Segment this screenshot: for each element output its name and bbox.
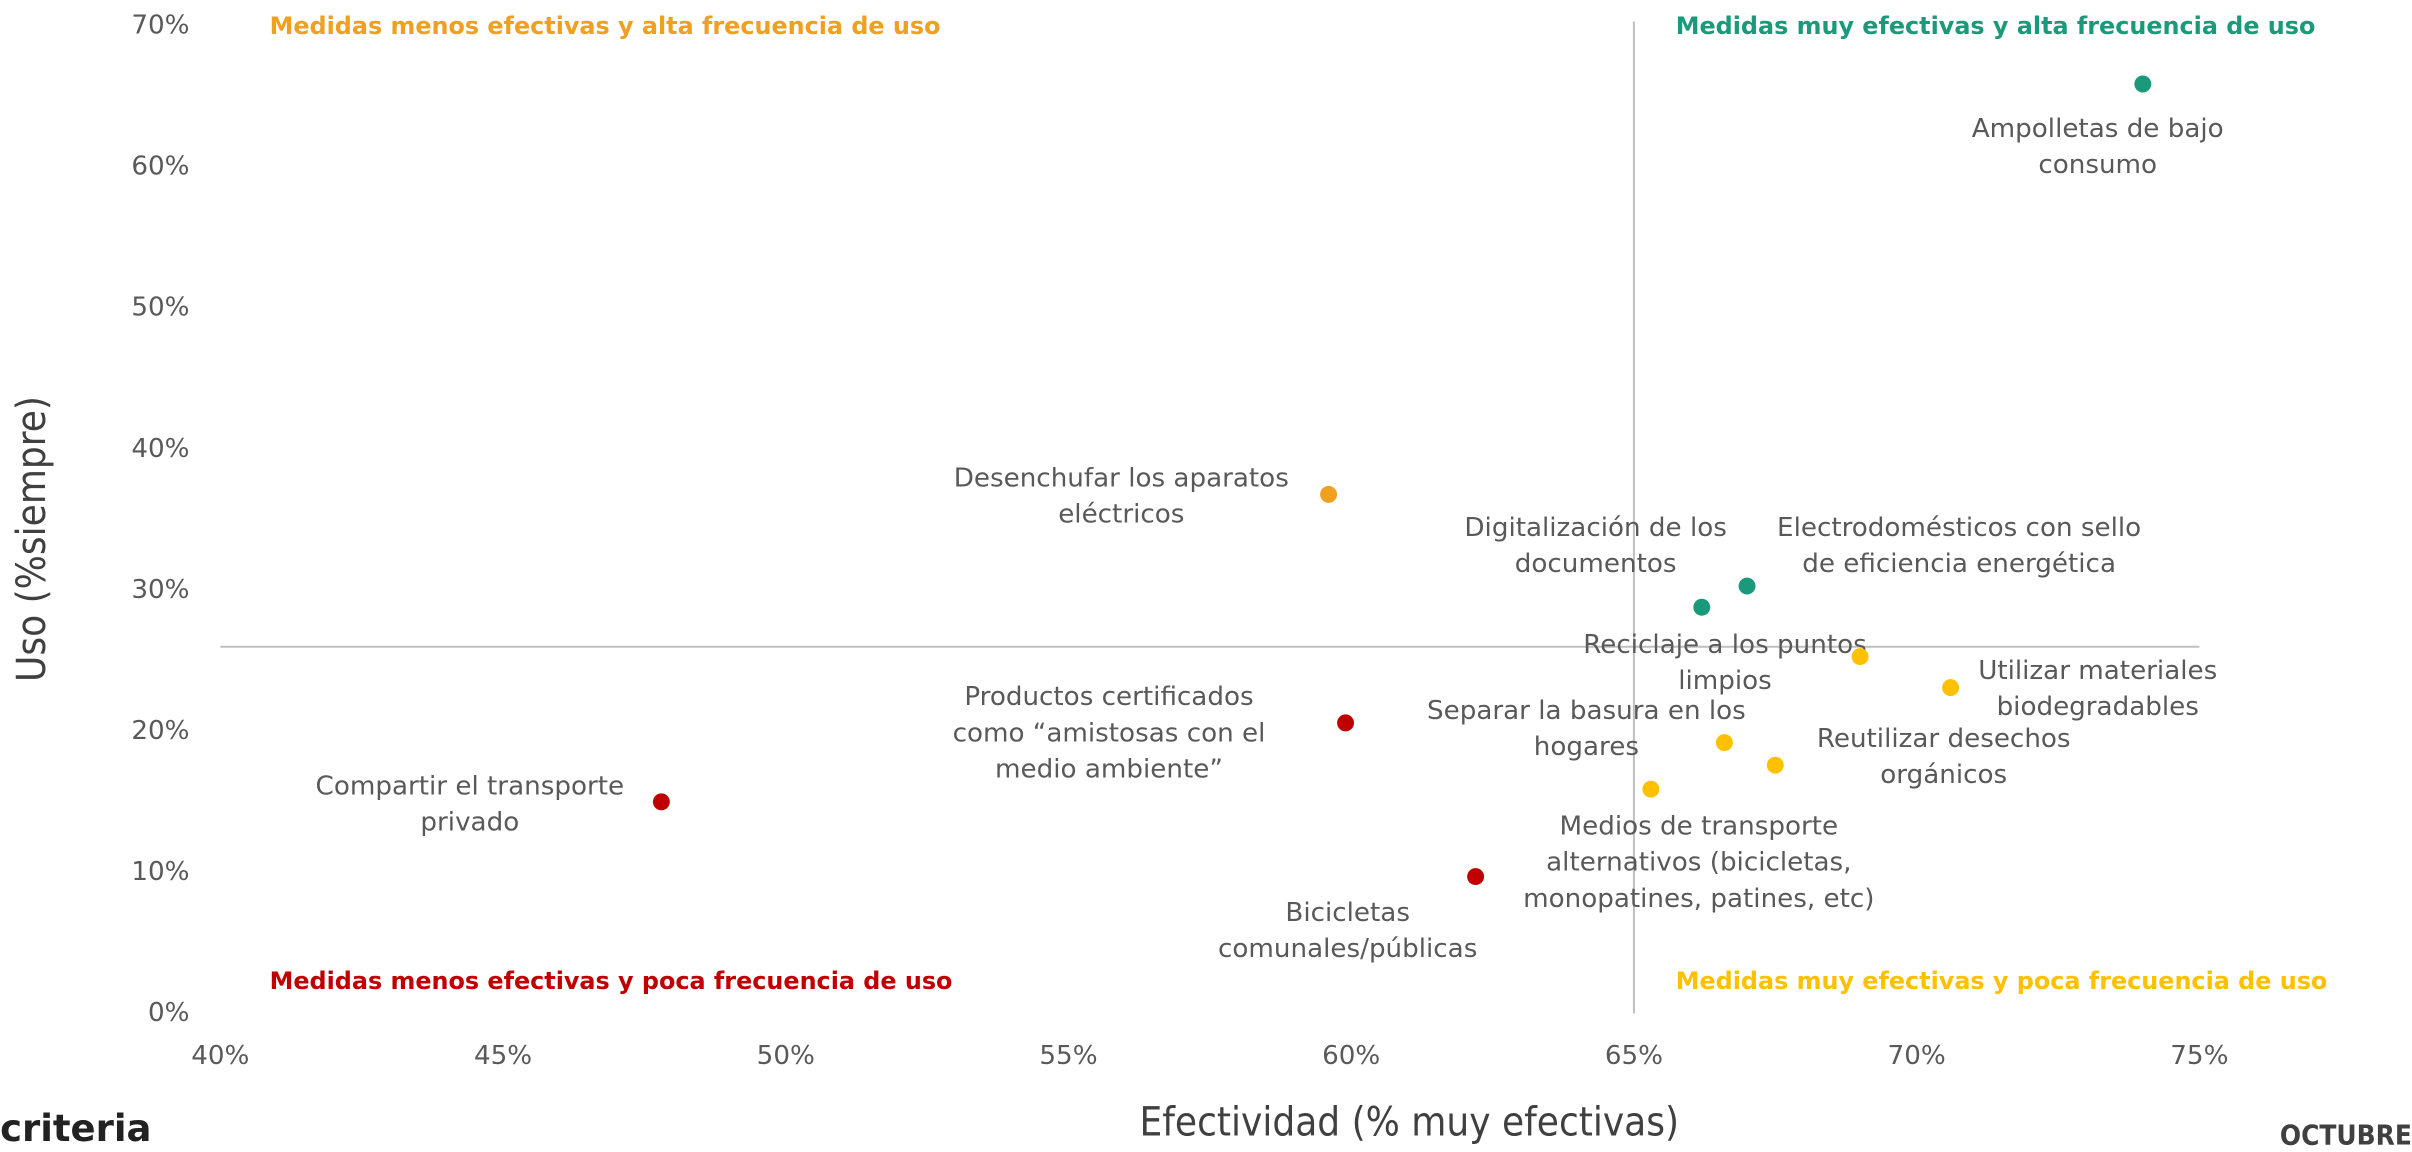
- point-label: Reciclaje a los puntos: [1583, 630, 1866, 660]
- logo: criteria: [0, 1107, 151, 1150]
- point-label: documentos: [1515, 549, 1677, 579]
- point-label: comunales/públicas: [1218, 934, 1477, 964]
- y-tick-label: 0%: [148, 998, 190, 1028]
- point-label: Ampolletas de bajo: [1972, 114, 2224, 144]
- point: [1766, 756, 1784, 774]
- x-tick-label: 45%: [474, 1041, 532, 1071]
- point-label: Digitalización de los: [1464, 513, 1726, 543]
- x-tick-label: 50%: [757, 1041, 815, 1071]
- point: [1942, 679, 1960, 697]
- y-tick-label: 50%: [131, 293, 189, 323]
- point: [1851, 648, 1869, 666]
- y-tick-label: 20%: [131, 716, 189, 746]
- point-label: Desenchufar los aparatos: [954, 463, 1289, 493]
- point-label: medio ambiente”: [995, 755, 1223, 785]
- point-label: Electrodomésticos con sello: [1777, 513, 2141, 543]
- point-label: como “amistosas con el: [953, 718, 1266, 748]
- point-label: orgánicos: [1880, 760, 2007, 790]
- y-tick-label: 70%: [131, 11, 189, 41]
- y-tick-label: 10%: [131, 857, 189, 887]
- x-tick-label: 75%: [2170, 1041, 2228, 1071]
- x-tick-label: 55%: [1039, 1041, 1097, 1071]
- point-label: monopatines, patines, etc): [1523, 884, 1874, 914]
- point-label: Utilizar materiales: [1978, 656, 2217, 686]
- point-label: Medios de transporte: [1560, 812, 1839, 842]
- point-label: de eficiencia energética: [1802, 549, 2116, 579]
- point-label: Bicicletas: [1285, 898, 1410, 928]
- point-label: Reutilizar desechos: [1817, 724, 2071, 754]
- point: [1642, 780, 1660, 798]
- x-tick-label: 70%: [1888, 1041, 1946, 1071]
- point-label: consumo: [2038, 150, 2157, 180]
- y-axis-title: Uso (%siempre): [9, 396, 55, 682]
- point: [2134, 75, 2152, 93]
- point-label: Compartir el transporte: [316, 771, 625, 801]
- point-label: privado: [420, 808, 519, 838]
- quadrant-label: Medidas menos efectivas y alta frecuenci…: [270, 12, 941, 40]
- point-label: alternativos (bicicletas,: [1546, 848, 1851, 878]
- point-label: Separar la basura en los: [1427, 696, 1746, 726]
- point: [1738, 577, 1756, 595]
- point-label: Productos certificados: [964, 682, 1253, 712]
- point: [1715, 734, 1733, 752]
- x-tick-label: 40%: [191, 1041, 249, 1071]
- y-tick-label: 40%: [131, 434, 189, 464]
- quadrant-label: Medidas muy efectivas y poca frecuencia …: [1676, 967, 2328, 995]
- y-tick-label: 30%: [131, 575, 189, 605]
- point: [652, 793, 670, 811]
- y-tick-label: 60%: [131, 152, 189, 182]
- x-tick-label: 65%: [1605, 1041, 1663, 1071]
- point: [1467, 868, 1485, 886]
- quadrant-label: Medidas muy efectivas y alta frecuencia …: [1676, 12, 2316, 40]
- point: [1693, 598, 1711, 616]
- x-axis-title: Efectividad (% muy efectivas): [1140, 1099, 1680, 1145]
- point-label: eléctricos: [1058, 500, 1184, 530]
- footer-date: OCTUBRE: [2280, 1119, 2412, 1152]
- point-label: biodegradables: [1997, 692, 2199, 722]
- quadrant-label: Medidas menos efectivas y poca frecuenci…: [270, 967, 953, 995]
- point: [1320, 485, 1338, 503]
- x-tick-label: 60%: [1322, 1041, 1380, 1071]
- point: [1337, 714, 1355, 732]
- point-label: hogares: [1534, 732, 1639, 762]
- point-label: limpios: [1678, 666, 1772, 696]
